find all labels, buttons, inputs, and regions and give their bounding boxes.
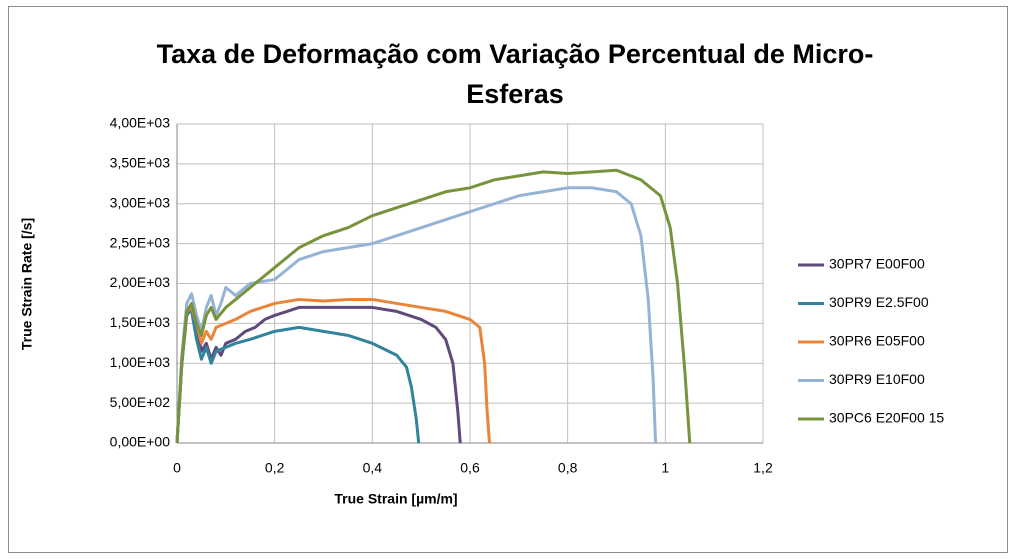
- y-tick-label: 1,00E+03: [110, 354, 171, 370]
- y-tick-label: 1,50E+03: [110, 314, 171, 330]
- y-tick-label: 4,00E+03: [110, 115, 171, 131]
- legend-label: 30PR9 E10F00: [829, 371, 925, 387]
- series-line: [175, 186, 658, 444]
- y-tick-label: 3,50E+03: [110, 155, 171, 171]
- legend-label: 30PC6 E20F00 15: [829, 410, 944, 426]
- y-axis-label: True Strain Rate [/s]: [19, 218, 35, 350]
- x-tick-label: 1,2: [753, 460, 773, 476]
- x-tick-label: 0,6: [460, 460, 480, 476]
- chart-title: Taxa de Deformação com Variação Percentu…: [156, 39, 874, 109]
- series-line: [175, 297, 492, 444]
- chart-border: [8, 6, 1008, 553]
- y-tick-label: 2,00E+03: [110, 274, 171, 290]
- legend-label: 30PR7 E00F00: [829, 256, 925, 272]
- x-tick-label: 0,8: [558, 460, 578, 476]
- x-tick-label: 1: [661, 460, 669, 476]
- y-tick-label: 5,00E+02: [110, 394, 171, 410]
- y-tick-label: 2,50E+03: [110, 234, 171, 250]
- y-tick-label: 0,00E+00: [110, 434, 171, 450]
- x-tick-label: 0: [173, 460, 181, 476]
- series-line: [175, 168, 692, 444]
- x-tick-label: 0,2: [265, 460, 285, 476]
- series-line: [175, 309, 421, 444]
- x-tick-label: 0,4: [363, 460, 383, 476]
- x-axis-label: True Strain [µm/m]: [334, 491, 457, 507]
- legend-label: 30PR9 E2.5F00: [829, 294, 929, 310]
- y-tick-label: 3,00E+03: [110, 194, 171, 210]
- legend-label: 30PR6 E05F00: [829, 333, 925, 349]
